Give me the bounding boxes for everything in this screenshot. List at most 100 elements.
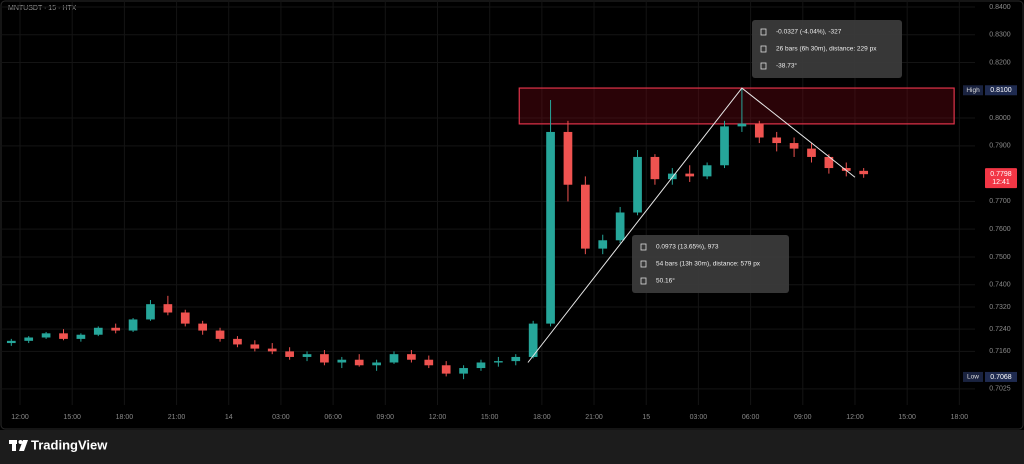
- x-tick-label: 15:00: [63, 414, 81, 421]
- candle-body: [180, 312, 190, 324]
- logo-part: [18, 440, 23, 444]
- candle-body: [841, 168, 851, 171]
- candle-body: [250, 344, 260, 349]
- candle-body: [615, 212, 625, 241]
- candle-body: [163, 304, 173, 313]
- y-tick-label: 0.7700: [989, 198, 1011, 205]
- candle-body: [6, 340, 16, 344]
- trend-line: [527, 87, 856, 363]
- y-tick-label: 0.8000: [989, 115, 1011, 122]
- measurement-text: 50.16°: [656, 277, 675, 285]
- y-tick-label: 0.7400: [989, 282, 1011, 289]
- candle-body: [389, 354, 399, 363]
- candle-body: [667, 173, 677, 180]
- x-tick-label: 09:00: [794, 414, 812, 421]
- brand-name: TradingView: [31, 437, 108, 452]
- high-badge: [985, 85, 1017, 96]
- candle-body: [337, 359, 347, 363]
- measurement-icon: [640, 260, 647, 268]
- candle-body: [459, 368, 468, 374]
- candle-body: [720, 126, 729, 166]
- candle-body: [859, 170, 869, 175]
- candle-body: [580, 184, 590, 249]
- low-label: 0.7068: [990, 374, 1012, 381]
- x-tick-label: 12:00: [846, 414, 864, 421]
- x-tick-label: 18:00: [533, 414, 551, 421]
- x-tick-label: 12:00: [11, 414, 29, 421]
- chart-title: MNTUSDT · 15 · HTX: [8, 5, 77, 12]
- candle-body: [441, 365, 451, 374]
- measurement-icon: [640, 243, 647, 251]
- y-tick-label: 0.7320: [989, 304, 1011, 311]
- candle-body: [59, 333, 68, 339]
- candle-body: [24, 337, 34, 341]
- x-tick-label: 18:00: [951, 414, 969, 421]
- measurement-box: 0.0973 (13.65%), 973 54 bars (13h 30m), d…: [632, 235, 789, 293]
- y-tick-label: 0.8300: [989, 32, 1011, 39]
- candle-body: [494, 361, 503, 363]
- x-tick-label: 06:00: [742, 414, 760, 421]
- candle-body: [146, 304, 155, 320]
- x-tick-label: 03:00: [272, 414, 290, 421]
- candle-body: [111, 327, 121, 331]
- footer: [0, 430, 1024, 464]
- measurement-icon: [760, 28, 767, 36]
- candle-body: [407, 354, 416, 360]
- x-tick-label: 03:00: [690, 414, 708, 421]
- candle-body: [737, 123, 747, 127]
- measurement-icon: [760, 45, 767, 53]
- candle-body: [476, 362, 486, 369]
- candle-body: [807, 148, 816, 157]
- candle-body: [528, 323, 538, 357]
- candle-body: [41, 333, 51, 338]
- countdown: 12:41: [992, 179, 1010, 186]
- y-tick-label: 0.7900: [989, 143, 1011, 150]
- candle-body: [563, 131, 573, 185]
- x-tick-label: 15:00: [898, 414, 916, 421]
- current-badge: [985, 168, 1017, 189]
- candle-body: [93, 327, 103, 335]
- low-badge: [985, 371, 1017, 382]
- candle-body: [650, 156, 660, 180]
- measurement-icon: [760, 62, 767, 70]
- y-tick-label: 0.8400: [989, 4, 1011, 11]
- candle-body: [198, 323, 208, 331]
- measurement-text: -0.0327 (-4.04%), -327: [776, 29, 842, 36]
- candle-body: [546, 131, 555, 324]
- high-label: 0.8100: [990, 87, 1012, 94]
- x-tick-label: 14: [225, 414, 233, 421]
- logo-part: [12, 440, 16, 451]
- y-tick-label: 0.8200: [989, 59, 1011, 66]
- y-tick-label: 0.7600: [989, 226, 1011, 233]
- candle-body: [76, 334, 86, 339]
- low-name-badge: [963, 371, 983, 382]
- x-tick-label: 12:00: [429, 414, 447, 421]
- candle-body: [302, 354, 312, 357]
- high-name-badge: [963, 85, 983, 96]
- candle-body: [424, 359, 434, 366]
- candle-body: [754, 123, 764, 138]
- y-tick-label: 0.7500: [989, 254, 1011, 261]
- candle-body: [285, 351, 294, 357]
- candle-body: [320, 354, 329, 363]
- measurement-background: [632, 235, 789, 293]
- x-tick-label: 15:00: [481, 414, 499, 421]
- measurement-text: -38.73°: [776, 62, 797, 70]
- candle-body: [372, 362, 381, 366]
- candle-body: [128, 319, 138, 331]
- x-tick-label: 06:00: [324, 414, 342, 421]
- candle-body: [789, 143, 799, 149]
- candle-body: [824, 156, 834, 169]
- y-tick-label: 0.7240: [989, 326, 1011, 333]
- candle-body: [598, 240, 608, 249]
- x-tick-label: 18:00: [116, 414, 134, 421]
- x-tick-label: 15: [642, 414, 650, 421]
- measurement-text: 54 bars (13h 30m), distance: 579 px: [656, 261, 761, 268]
- grid: [0, 0, 975, 405]
- candle-body: [354, 359, 364, 366]
- current-label: 0.7798: [990, 171, 1012, 178]
- candle-body: [702, 165, 712, 177]
- measurement-text: 26 bars (6h 30m), distance: 229 px: [776, 46, 877, 53]
- measurement-box: -0.0327 (-4.04%), -327 26 bars (6h 30m), …: [752, 20, 902, 78]
